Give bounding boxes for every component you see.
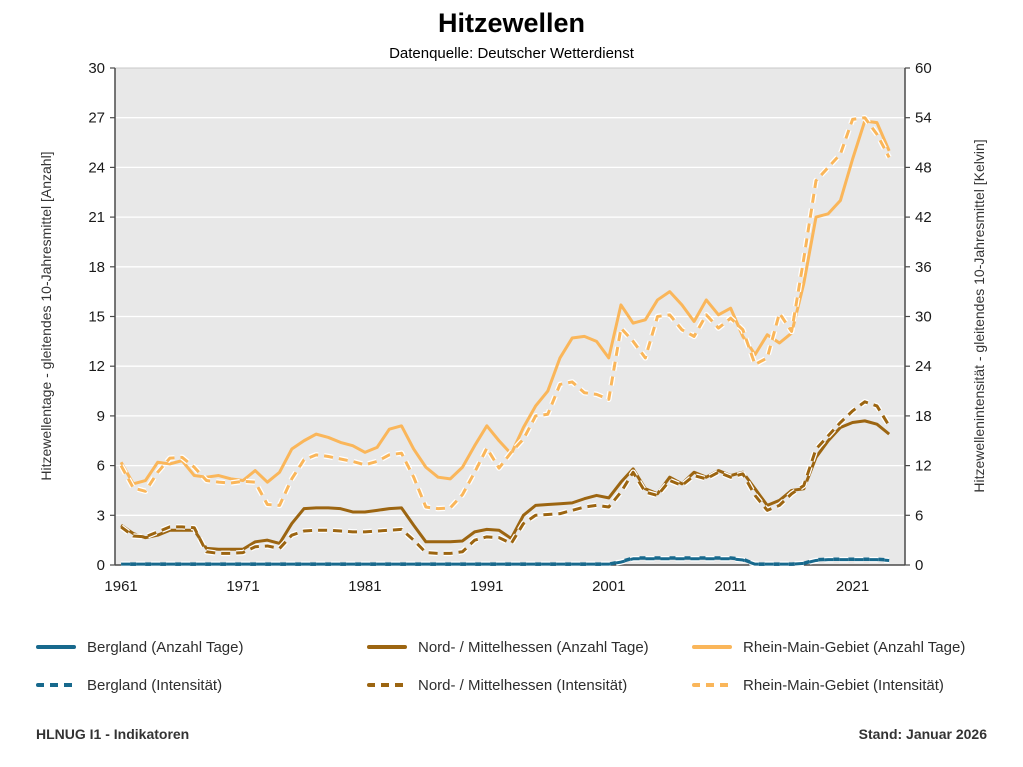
svg-text:3: 3 bbox=[97, 507, 105, 524]
svg-text:1991: 1991 bbox=[470, 578, 503, 595]
svg-text:1971: 1971 bbox=[226, 578, 259, 595]
legend-item-nordmittelhessen-intensitaet: Nord- / Mittelhessen (Intensität) bbox=[367, 675, 627, 695]
svg-text:60: 60 bbox=[915, 60, 932, 77]
legend-label: Bergland (Intensität) bbox=[87, 676, 223, 694]
legend-label: Nord- / Mittelhessen (Anzahl Tage) bbox=[418, 638, 649, 656]
svg-text:21: 21 bbox=[88, 209, 105, 226]
heatwave-line-chart: 0369121518212427300612182430364248546019… bbox=[88, 60, 932, 595]
svg-text:2001: 2001 bbox=[592, 578, 625, 595]
svg-text:24: 24 bbox=[915, 358, 932, 375]
svg-text:24: 24 bbox=[88, 159, 105, 176]
footer-stand-label: Stand: Januar 2026 bbox=[858, 726, 987, 742]
footer-source-label: HLNUG I1 - Indikatoren bbox=[36, 726, 190, 742]
svg-text:2021: 2021 bbox=[836, 578, 869, 595]
legend-item-nordmittelhessen-tage: Nord- / Mittelhessen (Anzahl Tage) bbox=[367, 637, 649, 657]
legend-swatch-rheinmain-solid-line bbox=[692, 645, 732, 649]
svg-text:30: 30 bbox=[88, 60, 105, 77]
svg-text:15: 15 bbox=[88, 309, 105, 326]
svg-text:6: 6 bbox=[97, 458, 105, 475]
svg-text:36: 36 bbox=[915, 259, 932, 276]
legend-label: Rhein-Main-Gebiet (Anzahl Tage) bbox=[743, 638, 966, 656]
svg-text:18: 18 bbox=[88, 259, 105, 276]
legend-item-bergland-intensitaet: Bergland (Intensität) bbox=[36, 675, 222, 695]
svg-text:18: 18 bbox=[915, 408, 932, 425]
legend-swatch-bergland-solid-line bbox=[36, 645, 76, 649]
left-axis-label: Hitzewellentage - gleitendes 10-Jahresmi… bbox=[38, 151, 54, 481]
svg-text:9: 9 bbox=[97, 408, 105, 425]
svg-text:2011: 2011 bbox=[715, 578, 747, 595]
svg-text:54: 54 bbox=[915, 110, 932, 127]
svg-text:6: 6 bbox=[915, 507, 923, 524]
chart-subtitle: Datenquelle: Deutscher Wetterdienst bbox=[389, 45, 634, 62]
page-title: Hitzewellen bbox=[437, 8, 586, 38]
legend-swatch-nordmittelhessen-dashed-line bbox=[367, 683, 407, 687]
right-axis-label: Hitzewellenintensität - gleitendes 10-Ja… bbox=[971, 139, 987, 493]
legend-swatch-rheinmain-dashed-line bbox=[692, 683, 732, 687]
legend-label: Bergland (Anzahl Tage) bbox=[87, 638, 244, 656]
legend-item-bergland-tage: Bergland (Anzahl Tage) bbox=[36, 637, 244, 657]
legend-swatch-bergland-dashed-line bbox=[36, 683, 76, 687]
svg-text:48: 48 bbox=[915, 159, 932, 176]
svg-text:0: 0 bbox=[915, 557, 923, 574]
svg-text:1961: 1961 bbox=[104, 578, 137, 595]
svg-text:0: 0 bbox=[97, 557, 105, 574]
svg-text:27: 27 bbox=[88, 110, 105, 127]
legend-label: Nord- / Mittelhessen (Intensität) bbox=[418, 676, 628, 694]
svg-text:30: 30 bbox=[915, 309, 932, 326]
legend-item-rheinmain-intensitaet: Rhein-Main-Gebiet (Intensität) bbox=[692, 675, 944, 695]
svg-text:12: 12 bbox=[915, 458, 932, 475]
svg-text:12: 12 bbox=[88, 358, 105, 375]
legend-swatch-nordmittelhessen-solid-line bbox=[367, 645, 407, 649]
svg-text:1981: 1981 bbox=[348, 578, 381, 595]
legend-item-rheinmain-tage: Rhein-Main-Gebiet (Anzahl Tage) bbox=[692, 637, 965, 657]
svg-text:42: 42 bbox=[915, 209, 932, 226]
legend-label: Rhein-Main-Gebiet (Intensität) bbox=[743, 676, 944, 694]
